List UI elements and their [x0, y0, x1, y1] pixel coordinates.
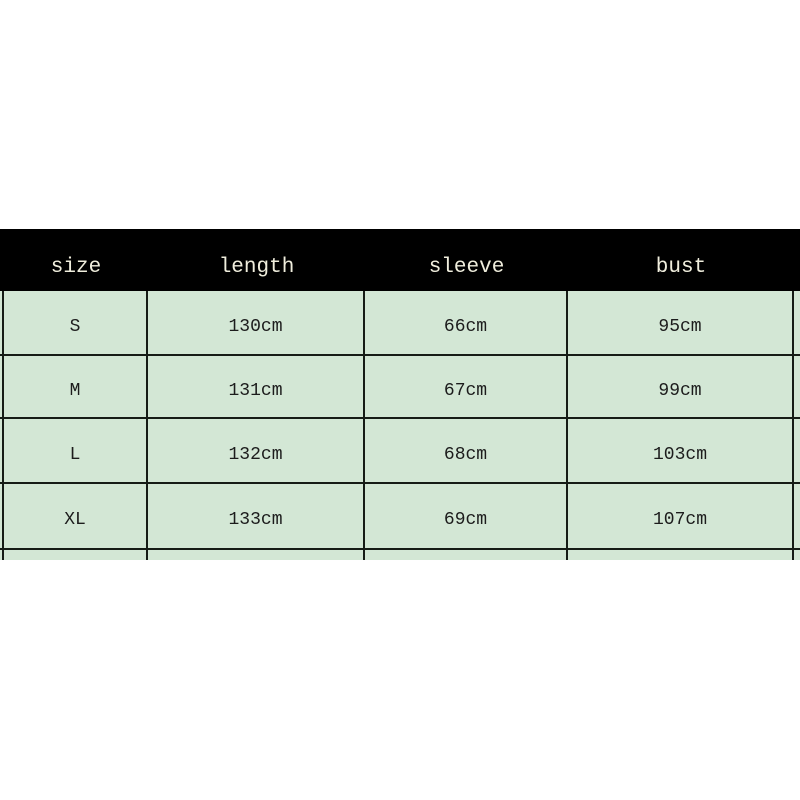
size-chart-table: size length sleeve bust S 130cm 66cm 95c… [0, 229, 800, 560]
cell-size: M [4, 356, 148, 417]
cell-length [148, 550, 365, 560]
row-cell-cropped-left [0, 550, 4, 560]
row-cell-cropped-right [794, 356, 800, 417]
table-row-m: M 131cm 67cm 99cm [0, 356, 800, 419]
cell-length: 132cm [148, 419, 365, 482]
row-cell-cropped-left [0, 484, 4, 548]
header-cell-cropped-right [794, 229, 800, 291]
header-cell-size: size [50, 255, 102, 279]
cell-bust [568, 550, 794, 560]
cell-size [4, 550, 148, 560]
cell-length: 130cm [148, 291, 365, 354]
cell-sleeve: 68cm [365, 419, 568, 482]
cell-sleeve [365, 550, 568, 560]
cell-length: 131cm [148, 356, 365, 417]
row-cell-cropped-right [794, 484, 800, 548]
header-cell-sleeve: sleeve [428, 255, 505, 279]
cell-size: XL [4, 484, 148, 548]
table-header-row: size length sleeve bust [0, 229, 800, 291]
cell-sleeve: 69cm [365, 484, 568, 548]
table-row-cropped [0, 550, 800, 560]
table-row-l: L 132cm 68cm 103cm [0, 419, 800, 484]
row-cell-cropped-right [794, 550, 800, 560]
row-cell-cropped-right [794, 291, 800, 354]
cell-bust: 107cm [568, 484, 794, 548]
cell-size: L [4, 419, 148, 482]
cell-bust: 103cm [568, 419, 794, 482]
table-row-xl: XL 133cm 69cm 107cm [0, 484, 800, 550]
cell-length: 133cm [148, 484, 365, 548]
row-cell-cropped-right [794, 419, 800, 482]
cell-sleeve: 67cm [365, 356, 568, 417]
cell-size: S [4, 291, 148, 354]
row-cell-cropped-left [0, 419, 4, 482]
header-cell-bust: bust [655, 255, 707, 279]
cell-sleeve: 66cm [365, 291, 568, 354]
row-cell-cropped-left [0, 356, 4, 417]
row-cell-cropped-left [0, 291, 4, 354]
cell-bust: 95cm [568, 291, 794, 354]
header-cell-length: length [218, 255, 295, 279]
table-row-s: S 130cm 66cm 95cm [0, 291, 800, 356]
cell-bust: 99cm [568, 356, 794, 417]
